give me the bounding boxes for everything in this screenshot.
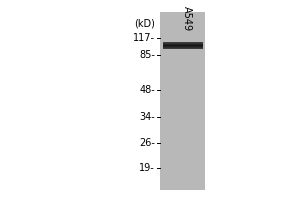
Text: 34-: 34- <box>139 112 155 122</box>
Text: 26-: 26- <box>139 138 155 148</box>
Bar <box>160 12 205 190</box>
Text: A549: A549 <box>182 6 192 31</box>
Text: 19-: 19- <box>139 163 155 173</box>
Text: 85-: 85- <box>139 50 155 60</box>
Text: (kD): (kD) <box>134 18 155 28</box>
Text: 48-: 48- <box>139 85 155 95</box>
Text: 117-: 117- <box>133 33 155 43</box>
